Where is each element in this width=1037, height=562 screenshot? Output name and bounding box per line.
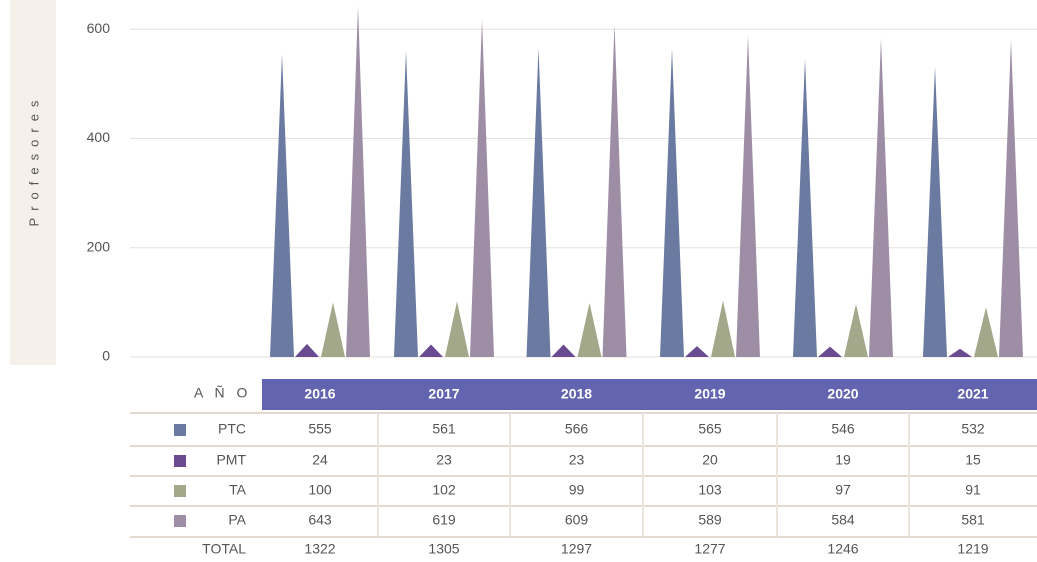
table-cell: 19: [835, 452, 851, 468]
spike: [577, 302, 602, 357]
series-name: PTC: [218, 421, 246, 437]
table-cell: 589: [698, 512, 722, 528]
total-cell: 1219: [957, 541, 988, 557]
year-header: 2020: [827, 386, 858, 402]
table-cell: 97: [835, 482, 851, 498]
total-cell: 1246: [827, 541, 858, 557]
table-cell: 99: [569, 482, 585, 498]
spike: [736, 35, 760, 358]
spike: [948, 348, 972, 357]
table-cell: 102: [432, 482, 456, 498]
table-cell: 643: [308, 512, 332, 528]
year-label: A Ñ O: [194, 385, 251, 401]
series-name: PA: [228, 512, 246, 528]
spike: [685, 346, 709, 357]
y-tick-label: 400: [87, 129, 111, 145]
spike: [974, 307, 998, 357]
table-cell: 555: [308, 421, 332, 437]
table-cell: 581: [961, 512, 985, 528]
spike: [295, 343, 319, 357]
table-cell: 91: [965, 482, 981, 498]
table-cell: 20: [702, 452, 718, 468]
legend-swatch: [174, 515, 186, 527]
year-header: 2017: [428, 386, 459, 402]
table-cell: 566: [565, 421, 589, 437]
spike: [602, 24, 627, 358]
table-cell: 609: [565, 512, 589, 528]
total-cell: 1322: [304, 541, 335, 557]
spike: [869, 38, 893, 358]
spike: [394, 50, 418, 357]
total-cell: 1305: [428, 541, 459, 557]
spike: [551, 344, 576, 357]
series-name: TA: [229, 482, 247, 498]
spike: [844, 304, 868, 357]
spike: [818, 346, 842, 357]
table-header: [262, 379, 1037, 410]
y-tick-label: 600: [87, 20, 111, 36]
year-header: 2021: [957, 386, 988, 402]
table-cell: 584: [831, 512, 855, 528]
table-cell: 24: [312, 452, 328, 468]
table-cell: 565: [698, 421, 722, 437]
table-cell: 532: [961, 421, 985, 437]
y-tick-label: 200: [87, 238, 111, 254]
table-cell: 103: [698, 482, 722, 498]
spike: [526, 47, 551, 357]
total-cell: 1277: [694, 541, 725, 557]
table-cell: 23: [436, 452, 452, 468]
spike: [923, 66, 947, 357]
spike: [793, 58, 817, 358]
spike: [445, 301, 469, 357]
spike: [999, 39, 1023, 357]
ylabel-panel: [10, 0, 56, 365]
legend-swatch: [174, 485, 186, 497]
series-name: PMT: [216, 452, 246, 468]
year-header: 2018: [561, 386, 592, 402]
total-label: TOTAL: [202, 541, 246, 557]
y-axis-label: Profesores: [26, 94, 41, 227]
spike: [470, 18, 494, 358]
spike: [711, 300, 735, 357]
legend-swatch: [174, 424, 186, 436]
spike: [660, 48, 684, 358]
legend-swatch: [174, 455, 186, 467]
table-cell: 100: [308, 482, 332, 498]
spike: [346, 5, 370, 357]
table-cell: 561: [432, 421, 456, 437]
table-cell: 546: [831, 421, 855, 437]
spike: [321, 302, 345, 357]
spike: [419, 344, 443, 357]
year-header: 2016: [304, 386, 335, 402]
spike: [270, 53, 294, 358]
total-cell: 1297: [561, 541, 592, 557]
table-cell: 23: [569, 452, 585, 468]
y-tick-label: 0: [102, 348, 110, 364]
year-header: 2019: [694, 386, 725, 402]
table-cell: 15: [965, 452, 981, 468]
table-cell: 619: [432, 512, 456, 528]
